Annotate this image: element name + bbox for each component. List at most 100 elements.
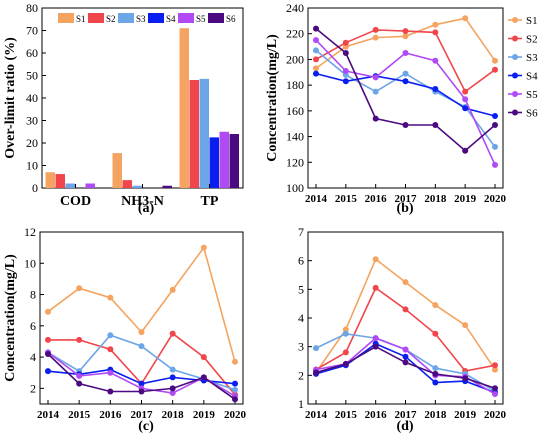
data-point-S5-d xyxy=(402,346,409,353)
data-point-S6-d xyxy=(313,369,319,376)
bar-S4-TP xyxy=(209,137,219,188)
y-tick-label-a: 70 xyxy=(26,24,38,38)
bar-S3-NH3-N xyxy=(132,185,142,188)
data-point-S3-c xyxy=(107,332,114,339)
data-point-S2-c xyxy=(45,336,51,343)
data-point-S6-c xyxy=(200,374,207,381)
data-point-S5-c xyxy=(107,369,114,376)
data-point-S6-b xyxy=(492,122,498,128)
x-tick-label-d: 2017 xyxy=(395,409,418,421)
data-point-S1-b xyxy=(492,57,498,64)
legend-label-S5: S5 xyxy=(526,89,538,101)
data-point-S3-c xyxy=(138,343,145,350)
y-axis-title-a: Over-limit ratio (%) xyxy=(3,37,18,159)
legend-label-S6: S6 xyxy=(526,108,538,120)
data-point-S6-d xyxy=(492,385,498,392)
data-point-S6-d xyxy=(372,343,379,350)
y-tick-label-c: 10 xyxy=(24,256,36,270)
x-tick-label-b: 2016 xyxy=(365,193,388,205)
legend-label-S6: S6 xyxy=(226,14,236,24)
x-tick-label-d: 2015 xyxy=(335,409,358,421)
y-tick-label-d: 4 xyxy=(298,311,304,325)
data-point-S6-c xyxy=(232,396,238,403)
y-tick-label-a: 60 xyxy=(26,46,38,60)
bar-S2-COD xyxy=(55,174,65,188)
y-tick-label-a: 0 xyxy=(32,181,38,195)
data-point-S4-d xyxy=(402,353,409,360)
legend-swatch-S6 xyxy=(208,13,224,23)
data-point-S2-c xyxy=(200,354,207,361)
data-point-S4-b xyxy=(462,105,469,112)
y-tick-label-d: 2 xyxy=(298,368,304,382)
data-point-S2-c xyxy=(76,336,83,343)
x-tick-label-b: 2018 xyxy=(424,193,447,205)
data-point-S6-b xyxy=(462,147,469,154)
y-tick-label-d: 3 xyxy=(298,340,304,354)
data-point-S2-d xyxy=(492,362,498,369)
legend-label-S1: S1 xyxy=(76,14,86,24)
x-tick-label-c: 2018 xyxy=(162,409,185,421)
x-tick-label-c: 2016 xyxy=(99,409,122,421)
legend-marker-S3 xyxy=(512,54,518,60)
legend-label-S3: S3 xyxy=(526,52,538,64)
data-point-S1-b xyxy=(402,33,409,40)
data-point-S2-d xyxy=(372,284,379,291)
data-point-S6-d xyxy=(462,375,469,382)
legend-label-S4: S4 xyxy=(526,71,538,83)
x-tick-label-c: 2017 xyxy=(131,409,154,421)
bar-S1-COD xyxy=(45,172,55,188)
x-tick-label-d: 2016 xyxy=(365,409,388,421)
y-tick-label-d: 6 xyxy=(298,254,304,268)
y-tick-label-a: 80 xyxy=(26,1,38,15)
data-point-S5-d xyxy=(492,390,498,397)
y-tick-label-b: 200 xyxy=(286,52,304,66)
x-tick-label-c: 2015 xyxy=(68,409,91,421)
legend-marker-S1 xyxy=(512,17,518,23)
data-point-S4-b xyxy=(313,70,319,77)
data-point-S1-c xyxy=(107,294,114,301)
x-tick-label-d: 2019 xyxy=(454,409,477,421)
x-tick-label-b: 2015 xyxy=(335,193,358,205)
x-tick-label-a: NH3-N xyxy=(121,194,164,209)
data-point-S2-b xyxy=(342,39,349,46)
y-tick-label-b: 100 xyxy=(286,181,304,195)
data-point-S5-b xyxy=(462,96,469,103)
data-point-S1-d xyxy=(342,326,349,333)
legend-label-S4: S4 xyxy=(166,14,176,24)
x-tick-label-d: 2014 xyxy=(305,409,328,421)
data-point-S2-d xyxy=(342,349,349,356)
y-tick-label-c: 6 xyxy=(30,319,36,333)
data-point-S2-b xyxy=(462,88,469,95)
data-point-S2-c xyxy=(169,330,176,337)
data-point-S2-d xyxy=(432,330,439,337)
data-point-S5-b xyxy=(402,50,409,56)
legend-swatch-S4 xyxy=(148,13,164,23)
bar-S1-NH3-N xyxy=(112,153,122,188)
data-point-S3-c xyxy=(232,386,238,393)
data-point-S5-b xyxy=(342,68,349,74)
bar-S6-NH3-N xyxy=(162,185,172,188)
bar-S3-COD xyxy=(65,183,75,188)
x-tick-label-a: COD xyxy=(60,194,91,209)
y-tick-label-a: 20 xyxy=(26,136,38,150)
data-point-S1-b xyxy=(313,65,319,72)
x-tick-label-d: 2020 xyxy=(484,409,507,421)
y-tick-label-a: 30 xyxy=(26,114,38,128)
y-tick-label-a: 40 xyxy=(26,91,38,105)
data-point-S1-c xyxy=(76,285,83,292)
bar-S1-TP xyxy=(179,28,189,188)
data-point-S3-c xyxy=(169,366,176,373)
data-point-S6-b xyxy=(432,122,439,128)
bar-S5-TP xyxy=(219,131,229,188)
legend-marker-S5 xyxy=(512,91,518,97)
y-tick-label-a: 10 xyxy=(26,159,38,173)
x-tick-label-c: 2019 xyxy=(193,409,216,421)
data-point-S2-d xyxy=(402,306,409,313)
bar-S2-NH3-N xyxy=(122,180,132,188)
data-point-S1-c xyxy=(138,329,145,336)
data-point-S1-d xyxy=(492,366,498,373)
data-point-S6-c xyxy=(45,350,51,357)
data-point-S4-b xyxy=(432,86,439,92)
data-point-S6-b xyxy=(342,50,349,56)
